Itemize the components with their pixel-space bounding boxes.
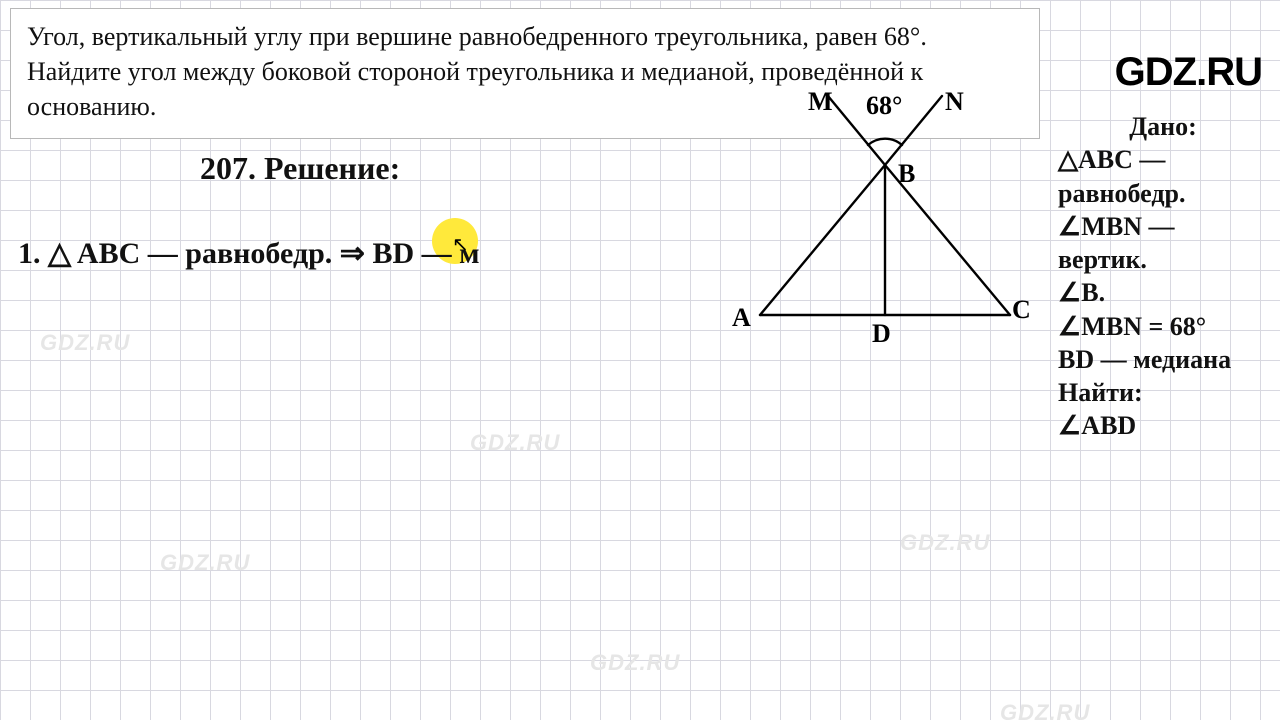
solution-line-1: 1. △ ABC — равнобедр. ⇒ BD — м: [18, 236, 480, 271]
given-heading: Дано:: [1058, 110, 1268, 143]
given-line: ∠MBN — вертик.: [1058, 210, 1268, 277]
watermark: GDZ.RU: [470, 430, 560, 456]
label-angle-top: 68°: [866, 91, 902, 120]
watermark: GDZ.RU: [590, 650, 680, 676]
triangle-diagram: M N 68° B A C D: [720, 90, 1050, 350]
given-line: равнобедр.: [1058, 177, 1268, 210]
watermark: GDZ.RU: [1000, 700, 1090, 726]
label-n: N: [945, 90, 964, 116]
given-line: ∠MBN = 68°: [1058, 310, 1268, 343]
label-a: A: [732, 303, 751, 332]
solution-heading: 207. Решение:: [200, 150, 400, 187]
label-d: D: [872, 319, 891, 348]
given-line: ∠ABD: [1058, 409, 1268, 442]
label-m: M: [808, 90, 833, 116]
given-find-heading: Найти:: [1058, 376, 1268, 409]
label-b: B: [898, 159, 915, 188]
given-line: BD — медиана: [1058, 343, 1268, 376]
watermark: GDZ.RU: [160, 550, 250, 576]
given-line: ∠B.: [1058, 276, 1268, 309]
label-c: C: [1012, 295, 1031, 324]
site-logo: GDZ.RU: [1115, 50, 1262, 95]
watermark: GDZ.RU: [40, 330, 130, 356]
given-block: Дано: △ABC — равнобедр. ∠MBN — вертик. ∠…: [1058, 110, 1268, 443]
given-line: △ABC —: [1058, 143, 1268, 176]
watermark: GDZ.RU: [900, 530, 990, 556]
cursor-icon: ↖: [452, 232, 469, 257]
